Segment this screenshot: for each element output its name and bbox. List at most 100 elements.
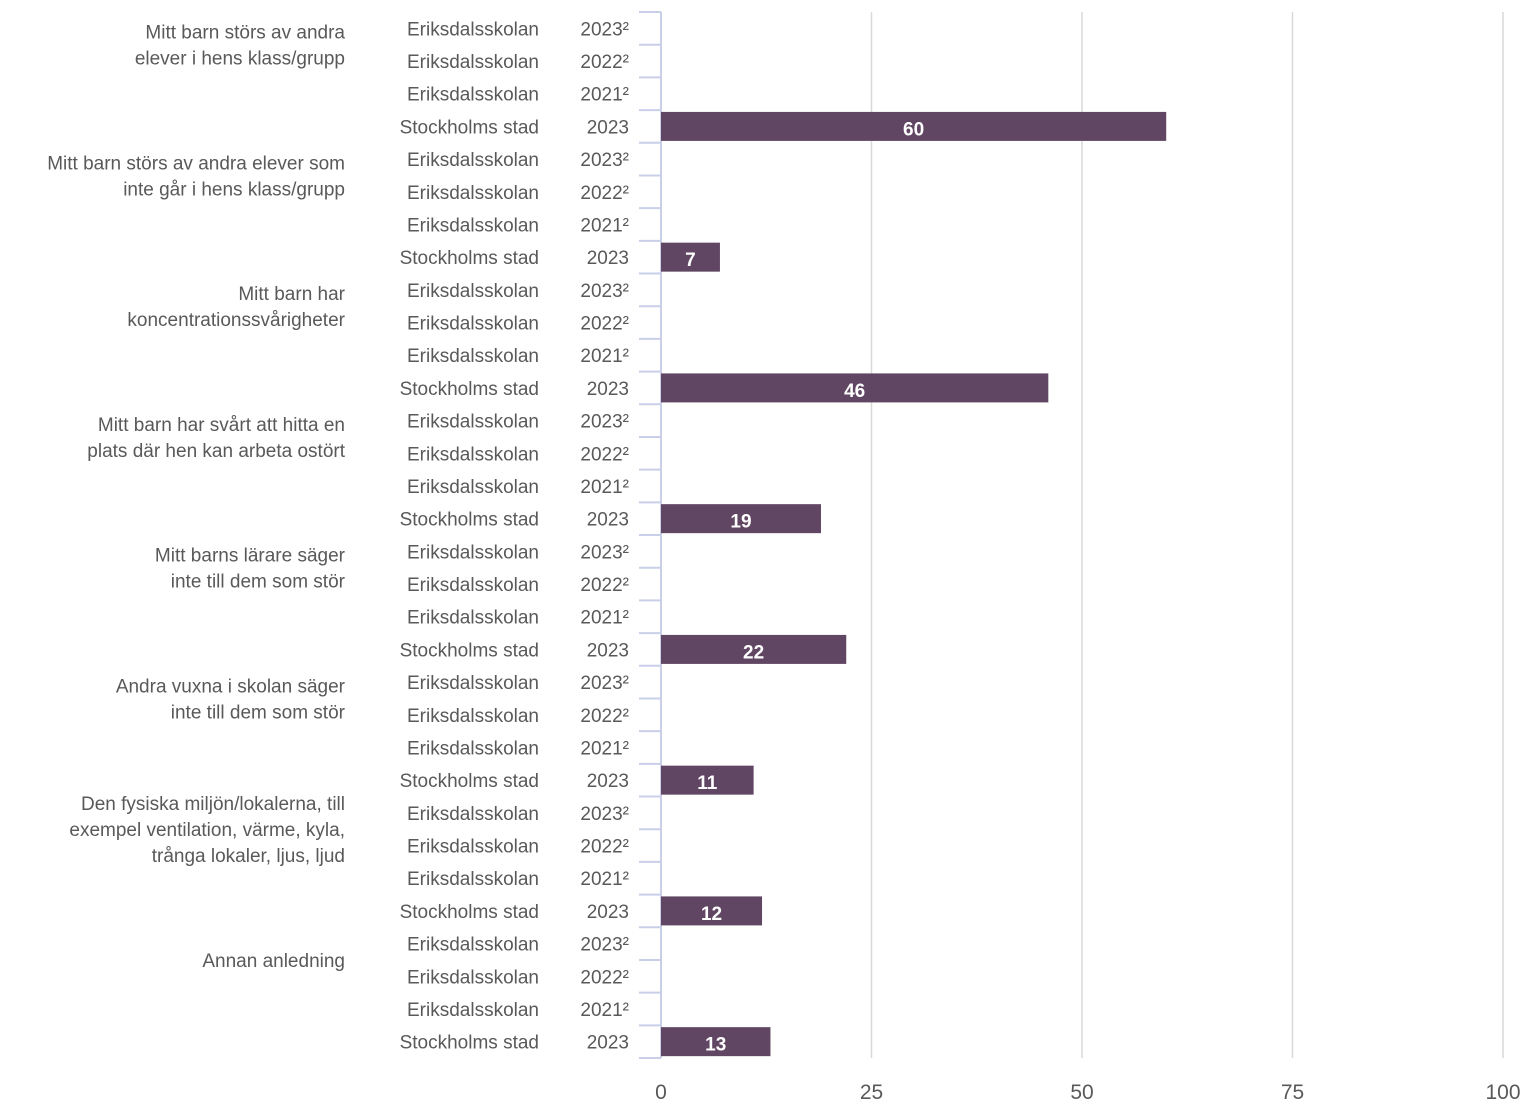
- row-name-label: Eriksdalsskolan: [407, 1000, 539, 1021]
- value-axis: 0 25 50 75 100: [655, 1081, 1520, 1103]
- bars: 60 7 46 19 22 11 12 13: [661, 111, 1167, 1057]
- row-name-label: Eriksdalsskolan: [407, 804, 539, 825]
- row-name-label: Eriksdalsskolan: [407, 608, 539, 629]
- row-year-label: 2023²: [580, 19, 629, 40]
- row-year-label: 2021²: [580, 346, 629, 367]
- row-year-label: 2023²: [580, 804, 629, 825]
- x-tick-label: 75: [1281, 1081, 1304, 1103]
- x-tick-label: 50: [1070, 1081, 1093, 1103]
- grid-lines: [870, 12, 1504, 1058]
- row-name-label: Eriksdalsskolan: [407, 281, 539, 302]
- row-year-label: 2021²: [580, 738, 629, 759]
- bar-value-label: 13: [705, 1035, 726, 1056]
- row-year-label: 2022²: [580, 575, 629, 596]
- row-name-label: Stockholms stad: [400, 771, 539, 792]
- group-label-line: Mitt barn har: [238, 284, 345, 305]
- row-name-label: Eriksdalsskolan: [407, 967, 539, 988]
- row-year-label: 2021²: [580, 477, 629, 498]
- row-name-label: Eriksdalsskolan: [407, 85, 539, 106]
- row-year-label: 2022²: [580, 706, 629, 727]
- group-label: Mitt barn har koncentrationssvårigheter: [127, 284, 345, 331]
- row-year-label: 2022²: [580, 837, 629, 858]
- bar: [661, 373, 1049, 403]
- bar: [661, 1027, 771, 1057]
- group-label-line: Mitt barns lärare säger: [155, 546, 346, 567]
- row-name-label: Eriksdalsskolan: [407, 52, 539, 73]
- row-year-label: 2021²: [580, 869, 629, 890]
- row-year-label: 2023²: [580, 412, 629, 433]
- bar: [661, 765, 754, 795]
- bar-value-label: 12: [701, 904, 722, 925]
- group-label-line: plats där hen kan arbeta ostört: [87, 441, 345, 462]
- row-name-label: Eriksdalsskolan: [407, 150, 539, 171]
- row-name-label: Eriksdalsskolan: [407, 183, 539, 204]
- bar-value-label: 46: [844, 381, 865, 402]
- category-axis: [639, 11, 662, 1059]
- group-label-line: trånga lokaler, ljus, ljud: [152, 846, 345, 867]
- row-year-label: 2023: [587, 117, 629, 138]
- group-label-line: inte går i hens klass/grupp: [123, 179, 345, 200]
- row-year-label: 2023²: [580, 673, 629, 694]
- row-name-label: Eriksdalsskolan: [407, 477, 539, 498]
- row-year-label: 2023: [587, 510, 629, 531]
- row-year-label: 2022²: [580, 444, 629, 465]
- group-label-line: Annan anledning: [202, 951, 345, 972]
- group-label: Annan anledning: [202, 951, 345, 972]
- row-year-label: 2023: [587, 248, 629, 269]
- group-label-line: Andra vuxna i skolan säger: [116, 676, 346, 697]
- bar-value-label: 22: [743, 642, 764, 663]
- group-label-line: inte till dem som stör: [171, 702, 346, 723]
- row-name-label: Stockholms stad: [400, 248, 539, 269]
- bar-value-label: 60: [903, 119, 924, 140]
- category-labels: Eriksdalsskolan 2023² Eriksdalsskolan 2022²…: [47, 19, 629, 1053]
- group-label: Andra vuxna i skolan säger inte till dem …: [116, 676, 346, 723]
- row-year-label: 2023: [587, 379, 629, 400]
- bar: [661, 634, 847, 664]
- row-year-label: 2023: [587, 1033, 629, 1054]
- row-name-label: Stockholms stad: [400, 117, 539, 138]
- row-year-label: 2022²: [580, 314, 629, 335]
- row-name-label: Eriksdalsskolan: [407, 837, 539, 858]
- row-year-label: 2022²: [580, 967, 629, 988]
- x-tick-label: 25: [860, 1081, 883, 1103]
- row-year-label: 2023: [587, 640, 629, 661]
- row-name-label: Eriksdalsskolan: [407, 542, 539, 563]
- group-label: Den fysiska miljön/lokalerna, till exempe…: [69, 794, 345, 867]
- row-name-label: Eriksdalsskolan: [407, 19, 539, 40]
- row-year-label: 2021²: [580, 608, 629, 629]
- row-name-label: Eriksdalsskolan: [407, 869, 539, 890]
- row-year-label: 2023²: [580, 150, 629, 171]
- row-year-label: 2022²: [580, 52, 629, 73]
- row-year-label: 2022²: [580, 183, 629, 204]
- bar: [661, 242, 720, 272]
- bar: [661, 111, 1167, 141]
- group-label-line: Mitt barn störs av andra elever som: [47, 153, 345, 174]
- group-label-line: Mitt barn störs av andra: [145, 23, 345, 44]
- row-name-label: Eriksdalsskolan: [407, 738, 539, 759]
- row-name-label: Eriksdalsskolan: [407, 412, 539, 433]
- x-tick-label: 0: [655, 1081, 667, 1103]
- group-label-line: exempel ventilation, värme, kyla,: [69, 820, 345, 841]
- bar-value-label: 19: [730, 512, 751, 533]
- group-label-line: elever i hens klass/grupp: [135, 49, 345, 70]
- row-year-label: 2023: [587, 902, 629, 923]
- row-name-label: Eriksdalsskolan: [407, 575, 539, 596]
- group-label: Mitt barn störs av andra elever i hens kl…: [135, 23, 346, 70]
- row-year-label: 2023²: [580, 542, 629, 563]
- row-name-label: Eriksdalsskolan: [407, 314, 539, 335]
- x-tick-label: 100: [1485, 1081, 1520, 1103]
- group-label-line: Den fysiska miljön/lokalerna, till: [81, 794, 345, 815]
- row-name-label: Eriksdalsskolan: [407, 346, 539, 367]
- row-name-label: Stockholms stad: [400, 510, 539, 531]
- row-name-label: Stockholms stad: [400, 902, 539, 923]
- row-name-label: Stockholms stad: [400, 379, 539, 400]
- group-label-line: Mitt barn har svårt att hitta en: [98, 415, 345, 436]
- row-year-label: 2021²: [580, 1000, 629, 1021]
- row-year-label: 2021²: [580, 85, 629, 106]
- row-name-label: Stockholms stad: [400, 1033, 539, 1054]
- group-label: Mitt barn har svårt att hitta en plats dä…: [87, 415, 345, 462]
- bar-value-label: 7: [685, 250, 696, 271]
- row-year-label: 2023²: [580, 935, 629, 956]
- group-label: Mitt barns lärare säger inte till dem som…: [155, 546, 346, 593]
